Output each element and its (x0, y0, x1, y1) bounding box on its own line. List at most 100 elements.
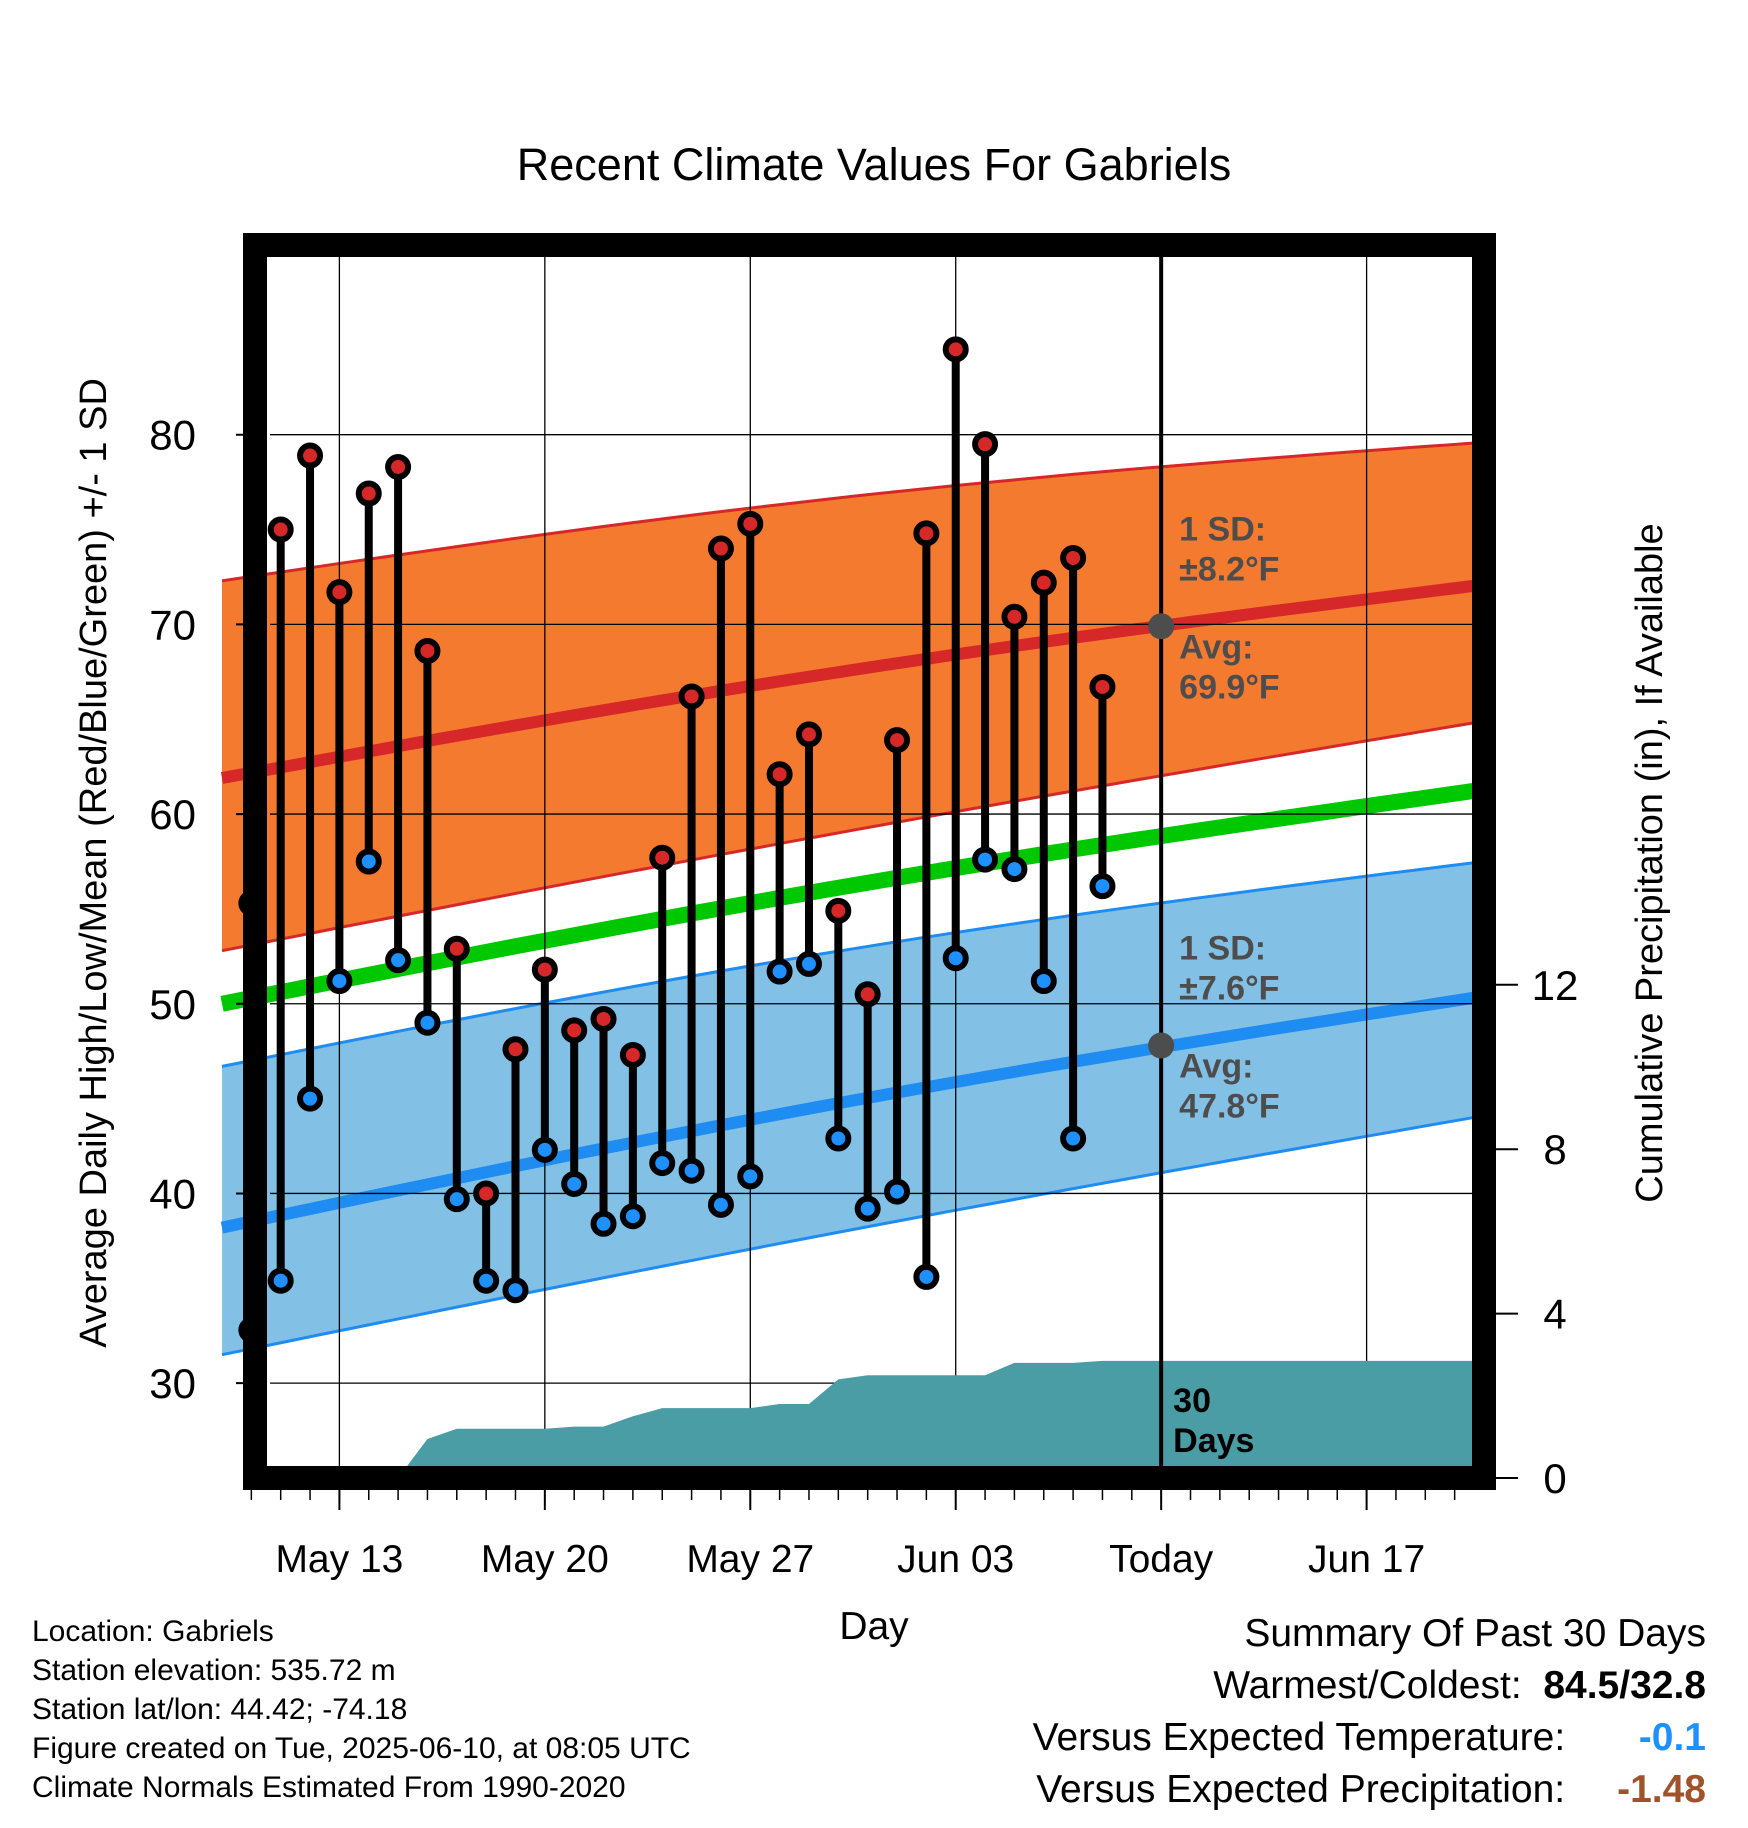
high-point (913, 520, 940, 547)
high-point (531, 956, 558, 983)
axes: 30 40 50 60 70 80 0 4 8 12 May 13 May 20 May 27 Jun 0… (149, 338, 1578, 1581)
chart-title: Recent Climate Values For Gabriels (517, 139, 1231, 190)
high-point (1089, 673, 1116, 700)
high-point (443, 935, 470, 962)
low-point (267, 1267, 294, 1294)
figure-created: Figure created on Tue, 2025-06-10, at 08… (32, 1732, 691, 1765)
high-point (1001, 603, 1028, 630)
daily-markers (238, 336, 1116, 1344)
high-sd-lower-edge (221, 719, 1485, 953)
low-point (854, 1195, 881, 1222)
y2-axis-label: Cumulative Precipitation (in), If Availa… (1629, 523, 1671, 1202)
low-point (884, 1178, 911, 1205)
precip-value: -1.48 (1617, 1768, 1706, 1811)
low-point (502, 1277, 529, 1304)
x-tick-label: Jun 03 (897, 1538, 1014, 1581)
low-point (473, 1267, 500, 1294)
high-point (825, 897, 852, 924)
y2-tick-label: 8 (1543, 1126, 1566, 1173)
high-sd-band (222, 442, 1484, 951)
low-avg-value: 47.8°F (1179, 1088, 1280, 1126)
low-point (355, 848, 382, 875)
low-point (385, 947, 412, 974)
low-sd-label: 1 SD: (1179, 930, 1266, 968)
high-sd-upper-edge (221, 440, 1485, 583)
summary-panel: Summary Of Past 30 Days Warmest/Coldest:… (1033, 1608, 1706, 1816)
y-tick-label: 70 (149, 601, 196, 648)
x-tick-label: May 20 (481, 1538, 609, 1581)
y2-tick-label: 4 (1543, 1291, 1566, 1338)
y-tick-label: 50 (149, 981, 196, 1028)
high-point (561, 1017, 588, 1044)
avg-low-line (220, 990, 1485, 1234)
high-point (267, 516, 294, 543)
summary-warmest-row: Warmest/Coldest: 84.5/32.8 (1033, 1660, 1706, 1712)
high-point (972, 431, 999, 458)
low-point (619, 1203, 646, 1230)
low-avg-label: Avg: (1179, 1048, 1253, 1086)
low-avg-today-dot (1148, 1032, 1175, 1059)
low-point (590, 1210, 617, 1237)
high-point (854, 981, 881, 1008)
high-sd-label: 1 SD: (1179, 510, 1266, 548)
avg-mean-line (220, 781, 1486, 1012)
high-point (326, 579, 353, 606)
high-point (795, 721, 822, 748)
low-sd-value: ±7.6°F (1179, 970, 1279, 1008)
daily-range-stems (247, 345, 1107, 1335)
low-point (531, 1136, 558, 1163)
low-sd-lower-edge (221, 1114, 1485, 1357)
low-point (766, 958, 793, 985)
summary-precip-row: Versus Expected Precipitation: -1.48 (1033, 1764, 1706, 1816)
high-avg-value: 69.9°F (1179, 668, 1280, 706)
low-point (678, 1157, 705, 1184)
normal-bands (220, 257, 1486, 1466)
warmest-value: 84.5/32.8 (1543, 1664, 1706, 1707)
high-point (942, 336, 969, 363)
high-point (737, 510, 764, 537)
high-point (619, 1041, 646, 1068)
temp-value: -0.1 (1638, 1716, 1706, 1759)
low-point (649, 1150, 676, 1177)
x-tick-label: Today (1109, 1538, 1214, 1581)
high-point (649, 844, 676, 871)
days-window-number: 30 (1173, 1382, 1211, 1420)
low-point (326, 968, 353, 995)
low-point (1089, 873, 1116, 900)
high-point (502, 1036, 529, 1063)
temp-label: Versus Expected Temperature: (1032, 1716, 1566, 1759)
station-info: Location: Gabriels Station elevation: 53… (32, 1612, 691, 1807)
precipitation-area (398, 1360, 1485, 1478)
low-point (707, 1191, 734, 1218)
low-point (443, 1186, 470, 1213)
low-point (913, 1263, 940, 1290)
low-point (972, 846, 999, 873)
high-point (884, 727, 911, 754)
y-tick-label: 80 (149, 412, 196, 459)
y-tick-label: 40 (149, 1170, 196, 1217)
high-point (678, 683, 705, 710)
summary-temp-row: Versus Expected Temperature: -0.1 (1033, 1712, 1706, 1764)
high-point (355, 480, 382, 507)
high-point (590, 1005, 617, 1032)
plot-border (243, 233, 1496, 1490)
days-window-word: Days (1173, 1422, 1254, 1460)
high-point (385, 453, 412, 480)
high-avg-label: Avg: (1179, 628, 1253, 666)
avg-high-line (220, 578, 1485, 784)
station-elevation: Station elevation: 535.72 m (32, 1654, 396, 1687)
warmest-label: Warmest/Coldest: (1213, 1664, 1522, 1707)
y-tick-label: 30 (149, 1360, 196, 1407)
x-tick-label: May 13 (275, 1538, 403, 1581)
high-sd-value: ±8.2°F (1179, 550, 1279, 588)
y-tick-label: 60 (149, 791, 196, 838)
y-axis-label: Average Daily High/Low/Mean (Red/Blue/Gr… (73, 378, 115, 1348)
precip-area (398, 1360, 1485, 1478)
high-point (707, 535, 734, 562)
low-point (1030, 968, 1057, 995)
low-point (1001, 856, 1028, 883)
high-avg-today-dot (1148, 613, 1175, 640)
low-point (737, 1163, 764, 1190)
